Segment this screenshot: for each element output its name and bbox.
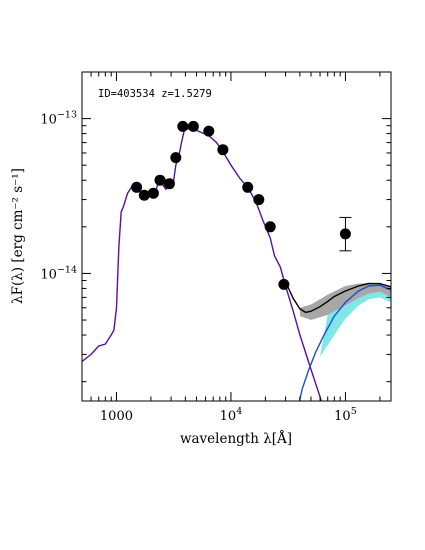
x-axis-title: wavelength λ[Å] xyxy=(180,431,292,447)
object-annotation: ID=403534 z=1.5279 xyxy=(98,88,212,100)
data-point-4 xyxy=(163,178,175,190)
data-point-2 xyxy=(147,187,159,199)
data-point-7 xyxy=(187,120,199,132)
x-tick-label: 104 xyxy=(220,406,243,424)
stellar-model-line xyxy=(82,127,322,401)
tick-labels: 1000 104 105 10−13 10−14 xyxy=(40,110,356,424)
total-model-uncertainty-band xyxy=(299,282,391,320)
dust-model-line xyxy=(298,284,391,401)
plot-frame xyxy=(81,71,392,402)
data-point-3 xyxy=(154,174,166,186)
total-model-line xyxy=(284,281,391,314)
data-point-12 xyxy=(264,221,276,233)
data-point-14 xyxy=(339,228,351,240)
data-point-8 xyxy=(203,125,215,137)
data-point-10 xyxy=(242,181,254,193)
data-point-1 xyxy=(138,189,150,201)
data-point-6 xyxy=(177,120,189,132)
axis-ticks xyxy=(81,71,391,401)
data-point-11 xyxy=(253,194,265,206)
plot-area xyxy=(82,120,391,401)
dust-model-uncertainty-band xyxy=(320,291,391,357)
data-point-0 xyxy=(131,181,143,193)
x-tick-label: 105 xyxy=(334,406,357,424)
y-axis-title: λF(λ) [erg cm⁻² s⁻¹] xyxy=(10,168,26,304)
x-tick-label: 1000 xyxy=(100,409,133,424)
data-point-5 xyxy=(170,152,182,164)
y-tick-label: 10−13 xyxy=(40,110,77,128)
data-point-9 xyxy=(217,144,229,156)
data-point-13 xyxy=(278,278,290,290)
y-tick-label: 10−14 xyxy=(40,264,77,282)
